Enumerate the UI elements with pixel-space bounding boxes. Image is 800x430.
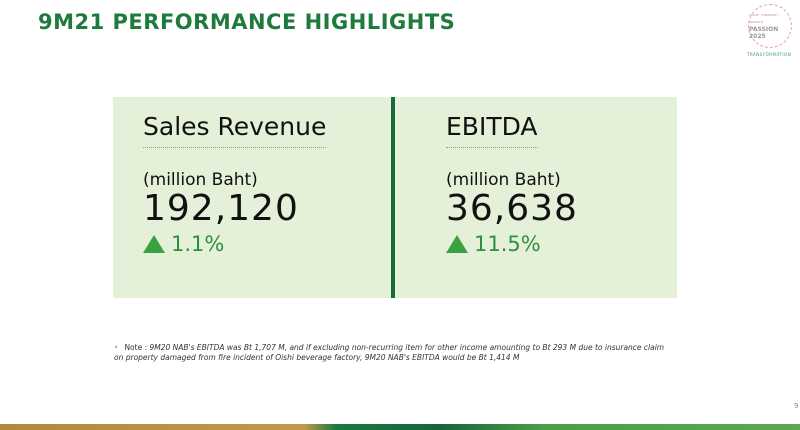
- panel-divider: [391, 97, 395, 298]
- change-value: 11.5%: [474, 232, 541, 256]
- metric-label: EBITDA: [446, 112, 538, 148]
- up-triangle-icon: [143, 235, 165, 253]
- footnote: • Note : 9M20 NAB's EBITDA was Bt 1,707 M…: [114, 343, 674, 363]
- metric-label: Sales Revenue: [143, 112, 327, 148]
- logo-bottom-text: TRANSFORMATION: [747, 52, 792, 57]
- logo-text: PASSION 2025: [749, 26, 779, 40]
- metric-unit: (million Baht): [446, 170, 561, 190]
- up-triangle-icon: [446, 235, 468, 253]
- metric-unit: (million Baht): [143, 170, 258, 190]
- change-value: 1.1%: [171, 232, 225, 256]
- passion-2025-logo: VALUE · STRENGTH · GROWTH PASSION 2025 T…: [747, 4, 792, 57]
- metric-change: 1.1%: [143, 232, 326, 256]
- metric-value: 36,638: [446, 188, 578, 229]
- metric-change: 11.5%: [446, 232, 578, 256]
- page-title: 9M21 PERFORMANCE HIGHLIGHTS: [38, 10, 456, 34]
- note-prefix: Note :: [124, 343, 148, 352]
- metric-ebitda: EBITDA (million Baht) 36,638 11.5%: [446, 112, 578, 256]
- metric-sales-revenue: Sales Revenue (million Baht) 192,120 1.1…: [143, 112, 327, 256]
- footer-color-bar: [0, 424, 800, 430]
- bullet-icon: •: [114, 343, 119, 352]
- highlights-panel: [113, 97, 677, 298]
- metric-value: 192,120: [143, 188, 299, 229]
- page-number: 9: [794, 402, 799, 410]
- logo-top-text: VALUE · STRENGTH · GROWTH: [749, 13, 780, 24]
- note-text: 9M20 NAB's EBITDA was Bt 1,707 M, and if…: [114, 343, 665, 362]
